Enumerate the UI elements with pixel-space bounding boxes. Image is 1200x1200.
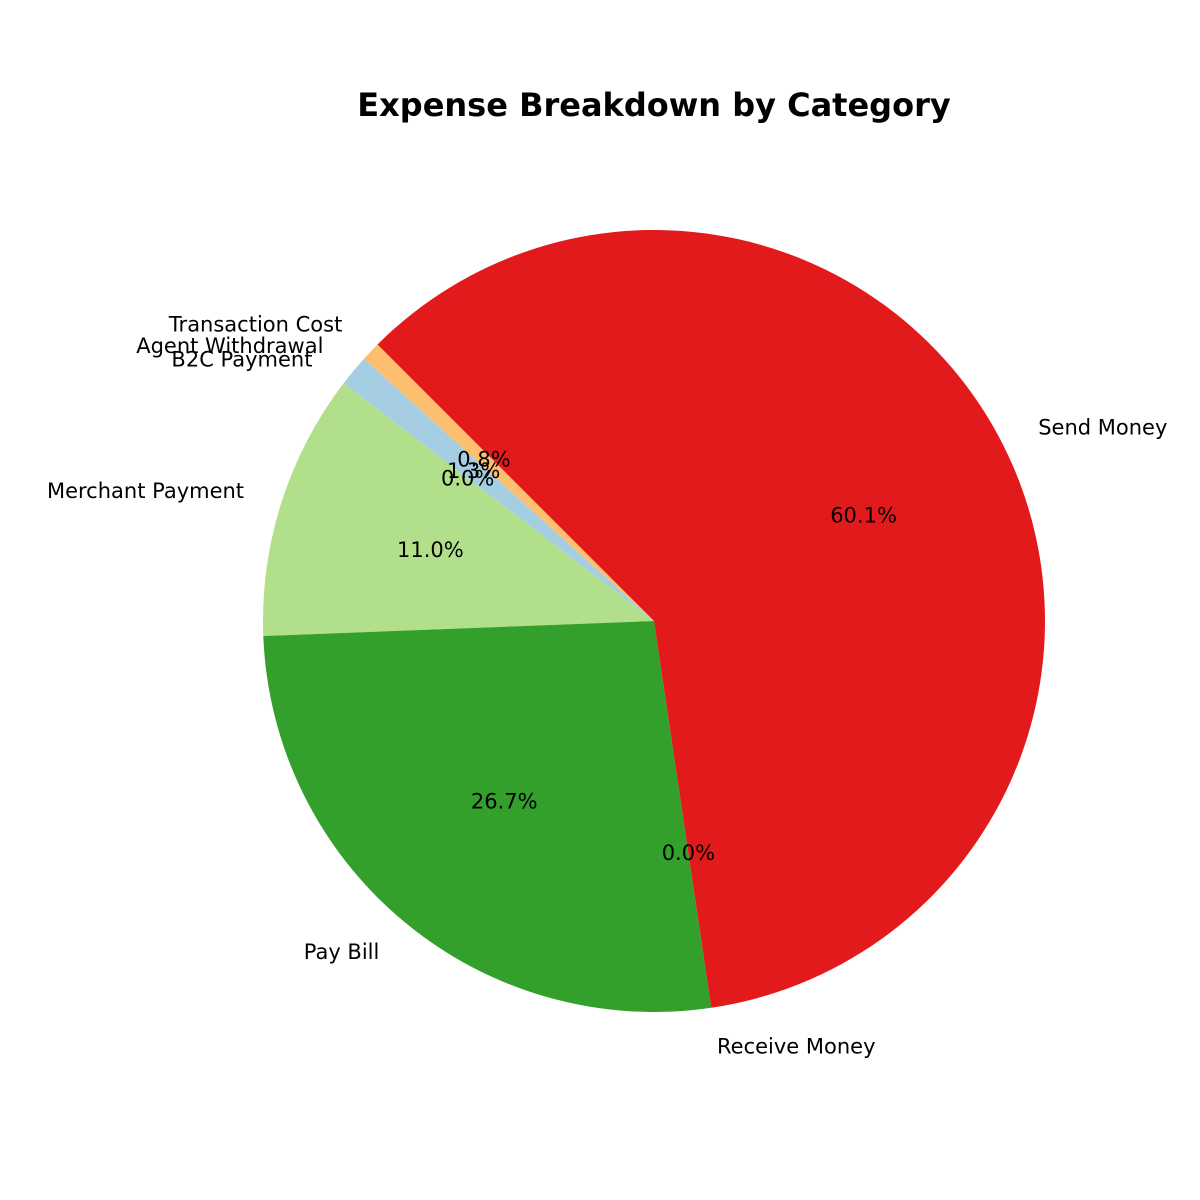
percent-labels: 0.8%1.3%0.0%11.0%26.7%0.0%60.1%	[397, 447, 897, 865]
pct-label-pay-bill: 26.7%	[471, 790, 538, 814]
pie-slices	[262, 229, 1045, 1012]
pct-label-agent-withdrawal: 1.3%	[447, 459, 500, 483]
category-label-b2c-payment: B2C Payment	[171, 348, 312, 372]
category-label-send-money: Send Money	[1038, 416, 1167, 440]
pct-label-receive-money: 0.0%	[662, 841, 715, 865]
category-label-pay-bill: Pay Bill	[304, 940, 380, 964]
category-label-receive-money: Receive Money	[717, 1034, 876, 1058]
slice-pay-bill	[263, 621, 712, 1012]
slice-merchant-payment	[262, 383, 654, 637]
slice-transaction-cost	[363, 344, 654, 621]
pct-label-b2c-payment: 0.0%	[441, 466, 494, 490]
category-label-agent-withdrawal: Agent Withdrawal	[136, 334, 323, 358]
category-label-transaction-cost: Transaction Cost	[168, 313, 343, 337]
pct-label-merchant-payment: 11.0%	[397, 538, 464, 562]
category-label-merchant-payment: Merchant Payment	[47, 479, 244, 503]
pct-label-transaction-cost: 0.8%	[457, 447, 510, 471]
slice-agent-withdrawal	[343, 358, 654, 621]
pct-label-send-money: 60.1%	[830, 504, 897, 528]
slice-send-money	[377, 229, 1045, 1008]
chart-title: Expense Breakdown by Category	[357, 86, 951, 124]
